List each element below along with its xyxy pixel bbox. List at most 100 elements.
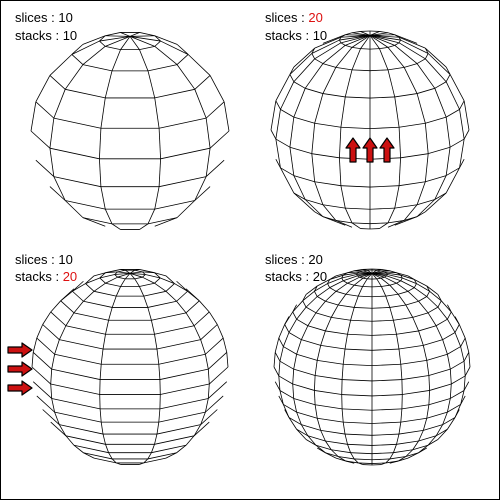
slice-meridian-segment xyxy=(325,317,332,332)
stack-ring-segment xyxy=(270,129,277,140)
slice-meridian-segment xyxy=(73,444,84,454)
slice-meridian-segment xyxy=(335,220,353,228)
stack-ring-segment xyxy=(93,457,117,464)
slice-meridian-segment xyxy=(344,207,353,224)
stack-ring-segment xyxy=(327,283,331,288)
slice-meridian-segment xyxy=(35,75,51,102)
slice-meridian-segment xyxy=(341,274,357,279)
slice-meridian-segment xyxy=(111,295,117,308)
slice-meridian-segment xyxy=(427,53,451,75)
wireframe-sphere xyxy=(30,32,230,230)
slice-meridian-segment xyxy=(288,417,297,430)
stack-ring-segment xyxy=(283,404,297,413)
slice-meridian-segment xyxy=(380,286,387,297)
stack-ring-segment xyxy=(159,176,207,188)
slice-meridian-segment xyxy=(389,452,394,460)
slice-meridian-segment xyxy=(464,337,470,353)
slice-meridian-segment xyxy=(407,291,419,302)
stack-ring-segment xyxy=(280,109,295,118)
stack-ring-segment xyxy=(425,116,447,124)
stack-ring-segment xyxy=(275,138,291,148)
slice-meridian-segment xyxy=(416,63,436,89)
slice-meridian-segment xyxy=(387,274,403,279)
slice-meridian-segment xyxy=(320,330,326,346)
slice-meridian-segment xyxy=(394,185,400,209)
slice-meridian-segment xyxy=(322,216,346,226)
slice-meridian-segment xyxy=(296,339,302,355)
slice-meridian-segment xyxy=(314,390,316,405)
stack-ring-segment xyxy=(205,337,224,355)
stack-ring-segment xyxy=(413,279,417,284)
slice-meridian-segment xyxy=(117,272,131,278)
slice-meridian-segment xyxy=(158,408,161,423)
stack-ring-segment xyxy=(427,306,439,314)
stack-ring-segment xyxy=(42,324,60,340)
slice-meridian-segment xyxy=(418,330,424,346)
stack-ring-segment xyxy=(59,339,104,350)
stack-ring-segment xyxy=(53,117,101,129)
slice-meridian-segment xyxy=(129,271,143,274)
stacks-label: stacks xyxy=(15,28,52,43)
slice-meridian-segment xyxy=(205,354,209,370)
slice-meridian-segment xyxy=(105,276,118,284)
stack-ring-segment xyxy=(156,424,201,435)
slices-value: 10 xyxy=(58,252,73,267)
slice-meridian-segment xyxy=(205,148,211,177)
slice-meridian-segment xyxy=(147,307,152,321)
wireframe-lines xyxy=(270,30,470,230)
stack-ring-segment xyxy=(371,433,399,436)
stack-ring-segment xyxy=(371,348,399,351)
slice-meridian-segment xyxy=(350,307,355,321)
stack-ring-segment xyxy=(301,339,321,346)
stack-ring-segment xyxy=(416,87,435,94)
slice-meridian-segment xyxy=(405,449,414,457)
slice-meridian-segment xyxy=(317,279,330,287)
stack-ring-segment xyxy=(437,300,442,308)
stack-ring-segment xyxy=(117,269,126,273)
stack-ring-segment xyxy=(335,457,346,462)
stack-ring-segment xyxy=(278,337,284,347)
slice-meridian-segment xyxy=(117,271,131,274)
slice-meridian-segment xyxy=(445,167,460,194)
stack-ring-segment xyxy=(278,375,293,385)
stack-ring-segment xyxy=(463,129,470,140)
slice-meridian-segment xyxy=(402,277,417,284)
stack-ring-segment xyxy=(65,200,106,210)
stack-ring-segment xyxy=(315,404,343,410)
stack-ring-segment xyxy=(320,429,346,435)
slice-meridian-segment xyxy=(158,128,161,159)
slice-meridian-segment xyxy=(278,375,281,391)
slice-meridian-segment xyxy=(396,334,400,350)
slice-meridian-segment xyxy=(398,348,402,365)
slice-meridian-segment xyxy=(147,208,156,225)
stack-ring-segment xyxy=(460,337,466,347)
slice-meridian-segment xyxy=(42,311,52,325)
slice-meridian-segment xyxy=(64,200,84,218)
stack-ring-segment xyxy=(437,294,442,301)
slice-meridian-segment xyxy=(143,458,149,464)
slice-meridian-segment xyxy=(154,334,158,350)
stack-ring-segment xyxy=(335,67,353,71)
slice-meridian-segment xyxy=(371,273,382,279)
stack-ring-segment xyxy=(317,417,344,423)
slice-meridian-segment xyxy=(416,93,426,124)
slice-meridian-segment xyxy=(416,199,436,217)
stack-ring-segment xyxy=(338,304,355,308)
slice-meridian-segment xyxy=(280,167,295,194)
slice-meridian-segment xyxy=(293,58,315,82)
slice-meridian-segment xyxy=(293,175,306,200)
slice-meridian-segment xyxy=(351,222,361,229)
slice-meridian-segment xyxy=(223,101,230,132)
slice-meridian-segment xyxy=(36,324,44,339)
slice-meridian-segment xyxy=(325,452,337,459)
slice-meridian-segment xyxy=(187,54,211,76)
slice-meridian-segment xyxy=(292,369,295,385)
slice-meridian-segment xyxy=(143,295,149,308)
stack-ring-segment xyxy=(49,147,100,160)
stack-ring-segment xyxy=(154,88,195,99)
stack-ring-segment xyxy=(416,199,435,206)
slice-meridian-segment xyxy=(353,458,359,464)
stack-ring-segment xyxy=(209,366,229,385)
slice-meridian-segment xyxy=(111,223,121,230)
slice-meridian-segment xyxy=(425,47,447,68)
